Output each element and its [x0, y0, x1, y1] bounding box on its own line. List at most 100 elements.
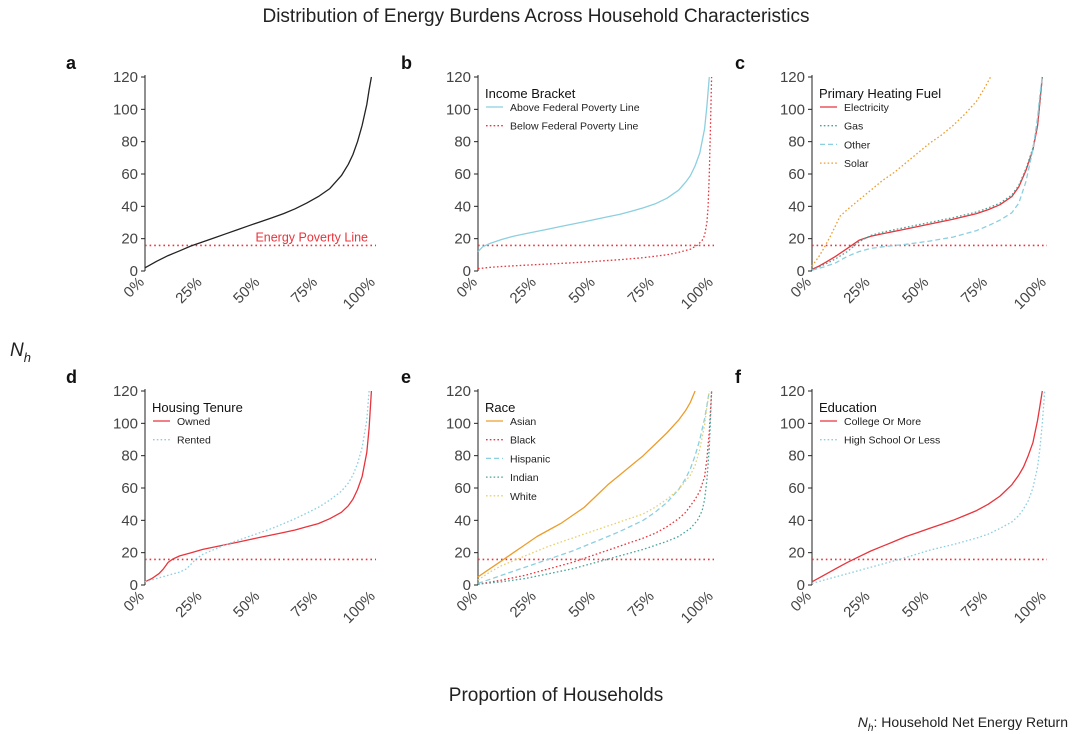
y-tick-label: 40: [788, 198, 805, 215]
panel-letter: f: [735, 367, 742, 387]
panel-a: a 0 20 40 60 80 100 120 0% 25% 50% 75% 100% Energy Po…: [66, 53, 379, 313]
y-tick-label: 120: [446, 69, 471, 86]
y-tick-label: 80: [788, 134, 805, 151]
y-tick-label: 100: [780, 101, 805, 118]
y-tick-label: 40: [121, 512, 138, 529]
legend-title: Education: [819, 400, 877, 415]
x-tick-label: 50%: [566, 588, 599, 621]
panel-letter: c: [735, 53, 745, 73]
y-axis-label-subscript: h: [24, 350, 31, 365]
panel-e: e 0 20 40 60 80 100 120 0% 25% 50% 75% 100% RaceAsian…: [401, 367, 717, 627]
panel-d: d 0 20 40 60 80 100 120 0% 25% 50% 75% 100% Housing T…: [66, 367, 379, 627]
x-tick-label: 25%: [840, 588, 873, 621]
y-tick-label: 100: [446, 415, 471, 432]
y-tick-label: 80: [788, 448, 805, 465]
x-tick-label: 0%: [787, 588, 814, 615]
series-line: [144, 390, 373, 583]
y-tick-label: 60: [788, 480, 805, 497]
series-line: [477, 390, 713, 585]
y-axis-label: Nh: [10, 340, 31, 365]
y-tick-label: 0: [130, 263, 138, 280]
x-tick-label: 75%: [288, 588, 321, 621]
figure-title: Distribution of Energy Burdens Across Ho…: [262, 6, 809, 27]
x-tick-label: 75%: [625, 588, 658, 621]
legend-entry-label: Above Federal Poverty Line: [510, 102, 640, 114]
x-tick-label: 0%: [120, 588, 147, 615]
x-tick-label: 75%: [288, 274, 321, 307]
x-tick-label: 100%: [1011, 588, 1050, 627]
legend-entry-label: Electricity: [844, 102, 890, 114]
y-tick-label: 80: [454, 134, 471, 151]
x-tick-label: 100%: [678, 274, 717, 313]
x-tick-label: 25%: [507, 274, 540, 307]
series-line: [144, 390, 370, 583]
panel-letter: e: [401, 367, 411, 387]
y-tick-label: 120: [446, 383, 471, 400]
series-line: [811, 76, 1043, 271]
x-axis-label: Proportion of Households: [449, 685, 663, 706]
footnote: Nh: Household Net Energy Return: [858, 714, 1068, 734]
legend-entry-label: Below Federal Poverty Line: [510, 121, 639, 133]
y-tick-label: 0: [463, 577, 471, 594]
legend-entry-label: Rented: [177, 435, 211, 447]
series-line: [477, 390, 696, 578]
panel-letter: d: [66, 367, 77, 387]
x-tick-label: 25%: [507, 588, 540, 621]
y-tick-label: 40: [454, 512, 471, 529]
y-tick-label: 100: [113, 101, 138, 118]
legend-title: Primary Heating Fuel: [819, 86, 941, 101]
series-line: [811, 76, 992, 267]
panel-c: c 0 20 40 60 80 100 120 0% 25% 50% 75% 100% Primary H…: [735, 53, 1050, 313]
x-tick-label: 0%: [453, 274, 480, 301]
series-line: [811, 76, 1043, 271]
y-tick-label: 100: [780, 415, 805, 432]
y-tick-label: 0: [797, 263, 805, 280]
y-tick-label: 80: [121, 448, 138, 465]
series-line: [477, 390, 713, 585]
svg-text:Nh: Nh: [10, 340, 31, 365]
x-tick-label: 0%: [787, 274, 814, 301]
y-tick-label: 20: [121, 545, 138, 562]
y-tick-label: 60: [454, 166, 471, 183]
footnote-symbol: N: [858, 714, 869, 730]
series-line: [811, 390, 1043, 583]
series-line: [477, 76, 713, 270]
legend-title: Housing Tenure: [152, 400, 243, 415]
series-line: [477, 76, 710, 253]
x-tick-label: 75%: [625, 274, 658, 307]
footnote-symbol-sub: h: [868, 723, 874, 734]
y-tick-label: 120: [780, 383, 805, 400]
series-line: [144, 76, 373, 269]
x-tick-label: 25%: [840, 274, 873, 307]
y-tick-label: 120: [780, 69, 805, 86]
svg-text:Nh: Household Net Energy Retur: Nh: Household Net Energy Return: [858, 714, 1068, 734]
y-tick-label: 0: [797, 577, 805, 594]
legend-entry-label: Black: [510, 435, 536, 447]
legend-entry-label: Owned: [177, 416, 210, 428]
legend-entry-label: White: [510, 491, 537, 503]
y-tick-label: 100: [446, 101, 471, 118]
x-tick-label: 100%: [340, 588, 379, 627]
panels: a 0 20 40 60 80 100 120 0% 25% 50% 75% 100% Energy Po…: [66, 53, 1050, 627]
legend-entry-label: College Or More: [844, 416, 921, 428]
panel-f: f 0 20 40 60 80 100 120 0% 25% 50% 75% 100% Education…: [735, 367, 1050, 627]
legend-title: Income Bracket: [485, 86, 576, 101]
legend-entry-label: Solar: [844, 158, 869, 170]
x-tick-label: 100%: [1011, 274, 1050, 313]
y-tick-label: 0: [130, 577, 138, 594]
y-tick-label: 40: [454, 198, 471, 215]
y-tick-label: 60: [454, 480, 471, 497]
series-line: [811, 390, 1046, 585]
x-tick-label: 25%: [172, 274, 205, 307]
legend-entry-label: Gas: [844, 121, 863, 133]
y-tick-label: 40: [121, 198, 138, 215]
series-line: [477, 390, 710, 581]
y-tick-label: 80: [454, 448, 471, 465]
y-tick-label: 40: [788, 512, 805, 529]
y-tick-label: 0: [463, 263, 471, 280]
y-tick-label: 60: [788, 166, 805, 183]
legend-entry-label: Indian: [510, 472, 539, 484]
y-tick-label: 60: [121, 166, 138, 183]
y-tick-label: 20: [121, 231, 138, 248]
